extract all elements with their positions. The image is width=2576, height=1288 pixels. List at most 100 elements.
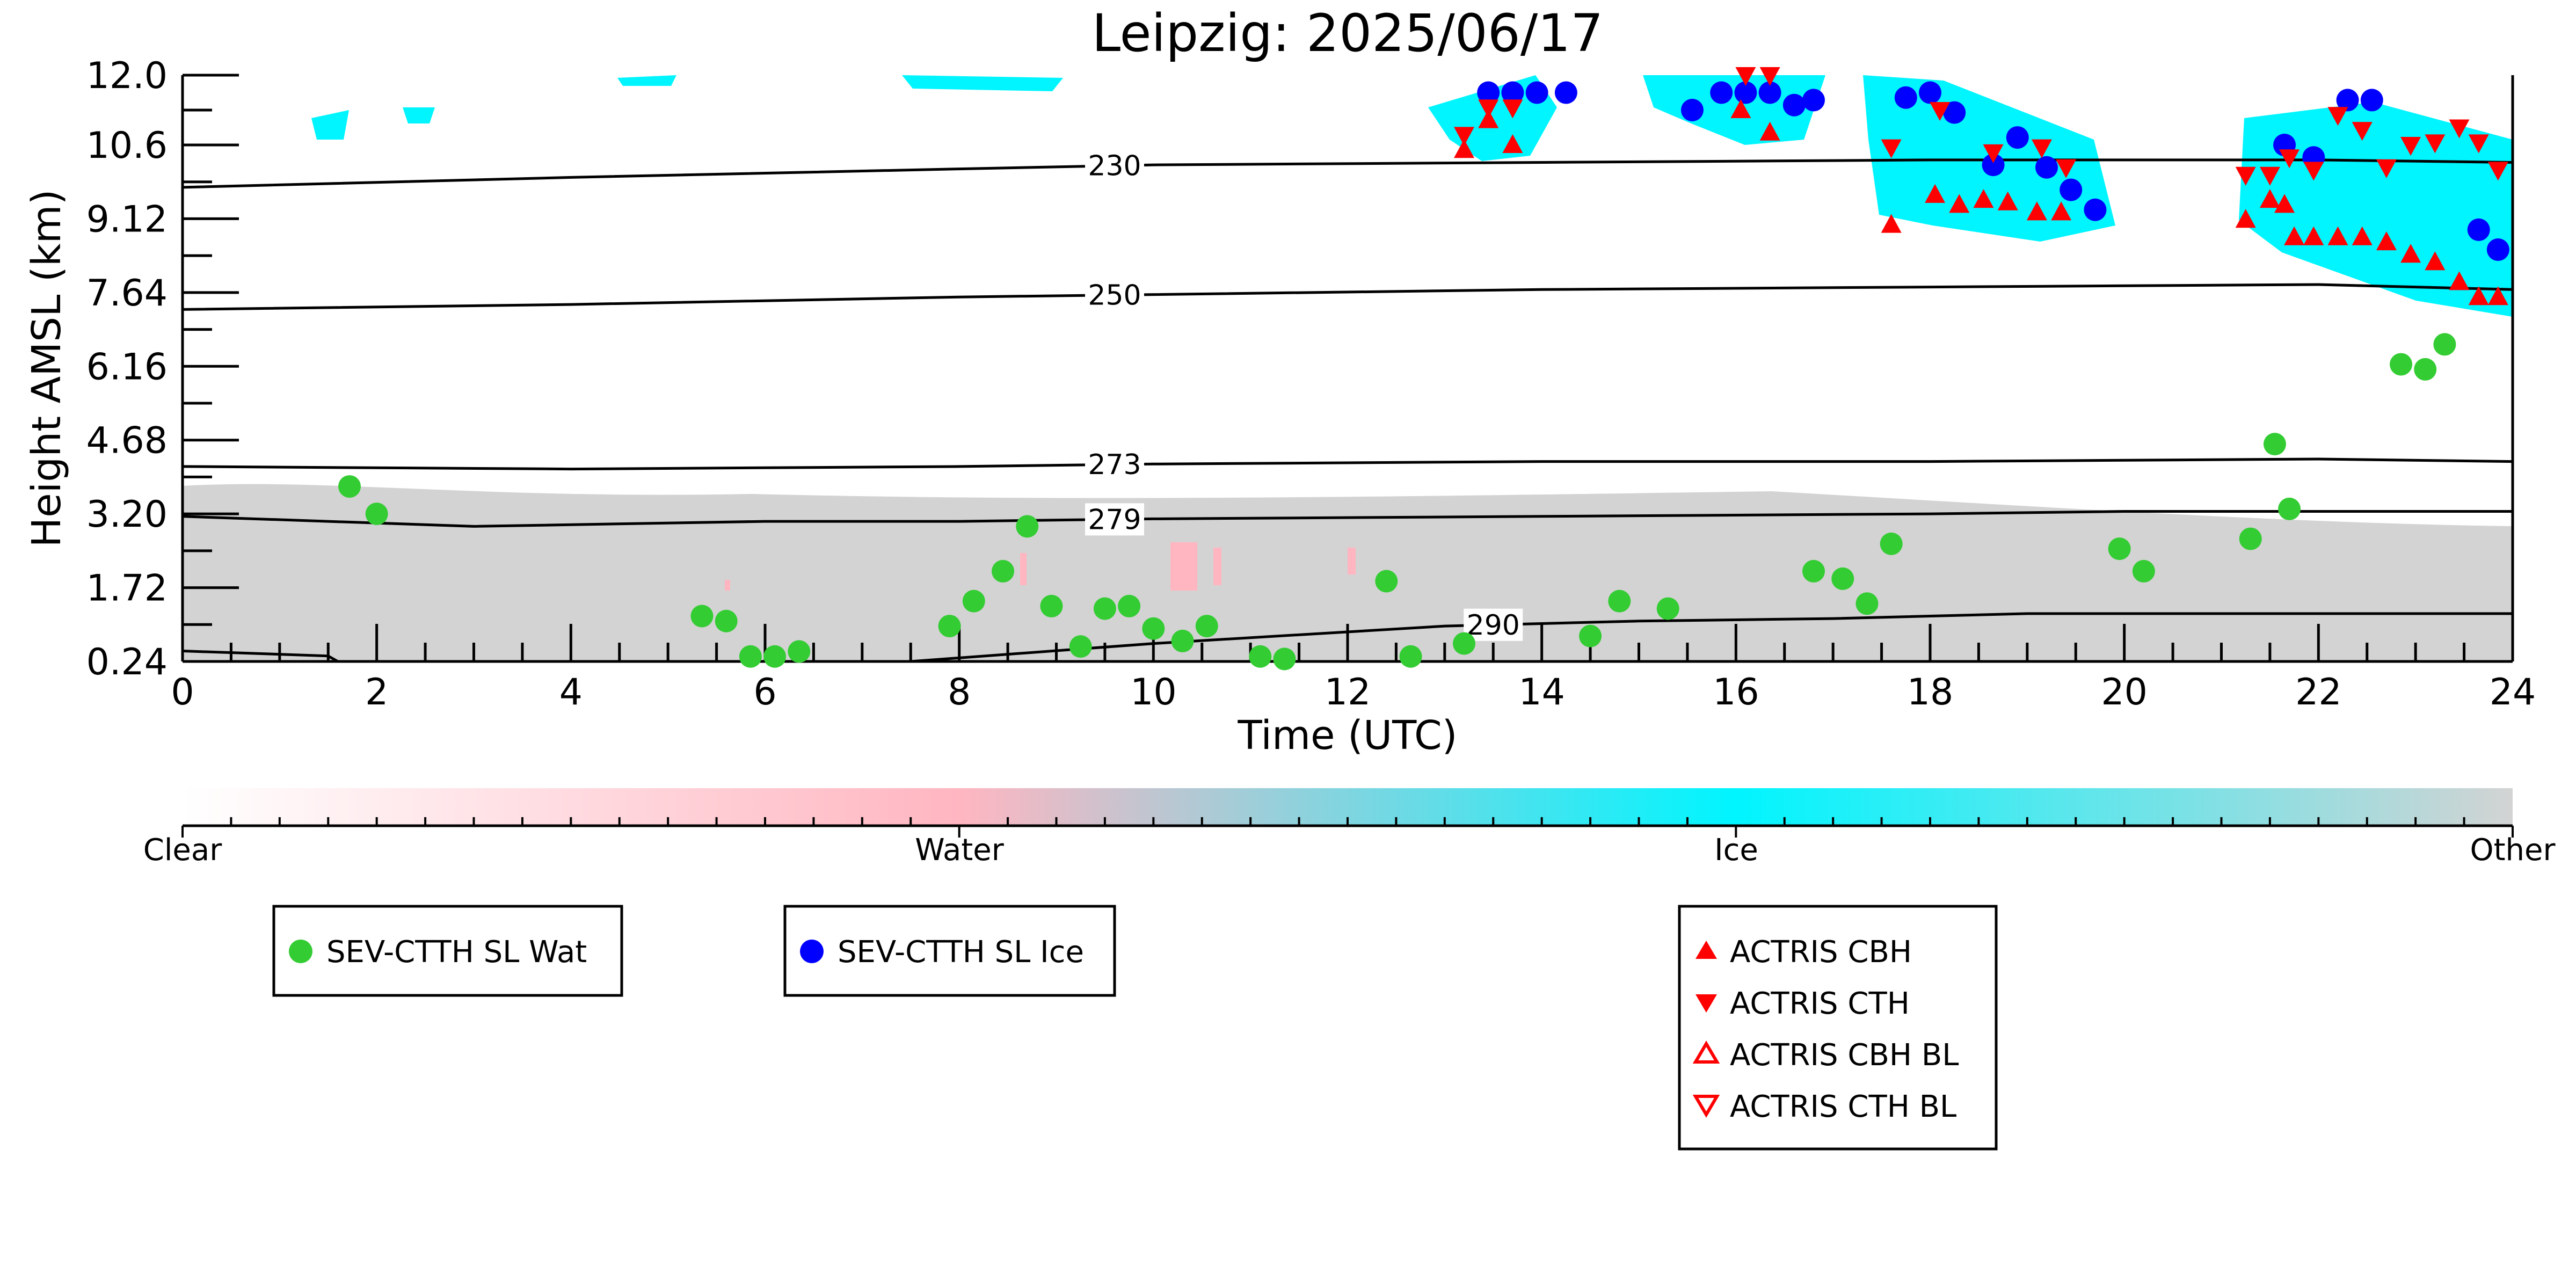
marker-actris-cbh [1881,214,1902,233]
marker-sev-ctth-sl-ice [2360,89,2383,112]
marker-actris-cbh [1730,99,1751,118]
marker-actris-cth [2425,134,2446,154]
marker-actris-cth [2056,159,2077,178]
contour-line-273 [183,457,2513,471]
marker-sev-ctth-sl-wat [365,503,388,526]
marker-sev-ctth-sl-ice [1734,81,1757,104]
marker-sev-ctth-sl-ice [1501,81,1524,104]
marker-sev-ctth-sl-wat [1069,635,1092,658]
marker-sev-ctth-sl-wat [2433,333,2456,356]
x-tick-label: 0 [171,671,194,714]
marker-actris-cbh [2235,209,2256,228]
marker-actris-cbh [2303,226,2324,245]
colorbar: Clear Water Ice Other [143,788,2556,868]
marker-sev-ctth-sl-ice [1982,154,2005,177]
marker-sev-ctth-sl-wat [739,645,762,668]
marker-sev-ctth-sl-wat [1040,594,1063,617]
marker-sev-ctth-sl-ice [1554,81,1577,104]
x-tick-label: 6 [753,671,776,714]
marker-actris-cth [2487,162,2508,181]
marker-sev-ctth-sl-wat [2263,433,2286,456]
marker-actris-cth [1983,144,2004,163]
marker-actris-cbh [1454,139,1474,158]
marker-actris-cbh [2449,271,2470,290]
y-tick-label: 10.6 [86,125,168,167]
y-tick-label: 7.64 [86,272,168,315]
marker-sev-ctth-sl-ice [1477,81,1500,104]
marker-actris-cbh [2400,244,2421,263]
marker-sev-ctth-sl-ice [1782,93,1806,117]
y-axis-label: Height AMSL (km) [24,189,70,547]
marker-sev-ctth-sl-wat [2108,537,2131,561]
contour-label-290: 290 [1467,609,1520,642]
legend-marker-cbh-bl [1692,1040,1720,1064]
marker-actris-cth [2235,166,2256,186]
marker-sev-ctth-sl-ice [2467,218,2490,241]
marker-sev-ctth-sl-wat [1831,567,1854,590]
marker-actris-cth [2259,166,2280,186]
marker-actris-cbh [2051,201,2072,221]
marker-sev-ctth-sl-wat [1855,592,1879,615]
legend-label-ice: SEV-CTTH SL Ice [838,935,1084,970]
marker-sev-ctth-sl-wat [1142,617,1165,640]
marker-sev-ctth-sl-ice [1680,99,1704,121]
marker-actris-cth [1478,99,1499,119]
x-tick-label: 8 [948,671,971,714]
marker-actris-cbh [2487,286,2508,305]
marker-actris-cth [2468,134,2489,154]
contour-label-bg [1085,279,1144,311]
x-tick-label: 20 [2101,671,2148,714]
x-tick-label: 24 [2490,671,2536,714]
marker-actris-cbh [2284,226,2305,245]
contour-line-230 [183,158,2513,189]
marker-sev-ctth-sl-wat [788,640,811,663]
contour-label-bg [1085,448,1144,481]
marker-sev-ctth-sl-wat [2239,527,2262,550]
legend-marker-wat [289,940,312,963]
colorbar-label-other: Other [2470,833,2556,868]
marker-actris-cbh [1478,109,1499,128]
marker-actris-cbh [2468,286,2489,305]
temperature-contours [183,158,2513,661]
marker-actris-cbh [2376,231,2397,251]
marker-sev-ctth-sl-wat [1453,632,1475,655]
marker-actris-cth [1759,67,1780,86]
marker-actris-cth [2376,159,2397,178]
colorbar-label-water: Water [915,833,1005,868]
legend-marker-cth-bl [1692,1095,1720,1118]
marker-actris-cbh [1925,184,1946,203]
marker-actris-cbh [1949,194,1970,213]
marker-sev-ctth-sl-wat [992,559,1015,583]
marker-sev-ctth-sl-wat [1608,590,1631,613]
contour-line-279 [183,510,2513,528]
legend-marker-cbh [1695,941,1717,959]
data-markers [338,67,2509,671]
colorbar-label-ice: Ice [1714,833,1758,868]
contour-label-273: 273 [1088,449,1141,481]
marker-sev-ctth-sl-ice [1710,81,1733,104]
x-tick-label: 4 [559,671,583,714]
marker-actris-cbh [1502,134,1523,153]
x-tick-label: 14 [1518,671,1565,714]
marker-actris-cbh [2352,226,2373,245]
colorbar-label-clear: Clear [143,833,222,868]
marker-sev-ctth-sl-wat [1171,629,1194,652]
x-tick-label: 18 [1907,671,1954,714]
x-tick-label: 10 [1130,671,1177,714]
marker-sev-ctth-sl-ice [2336,89,2359,112]
marker-sev-ctth-sl-ice [1758,81,1781,104]
marker-actris-cbh [2259,189,2280,208]
marker-sev-ctth-sl-ice [1894,86,1917,109]
colorbar-ticks [181,817,2514,838]
marker-sev-ctth-sl-wat [2414,358,2437,381]
marker-actris-cth [2352,122,2373,141]
x-tick-label: 16 [1713,671,1759,714]
marker-sev-ctth-sl-wat [715,609,738,632]
x-tick-label: 12 [1325,671,1371,714]
contour-label-bg [1464,608,1523,641]
marker-actris-cbh [2327,226,2348,245]
y-axis-ticks: 0.24 1.72 3.20 4.68 6.16 7.64 9.12 10.6 12.0 [86,55,239,683]
marker-sev-ctth-sl-wat [2278,497,2301,520]
marker-actris-cth [2400,137,2421,156]
